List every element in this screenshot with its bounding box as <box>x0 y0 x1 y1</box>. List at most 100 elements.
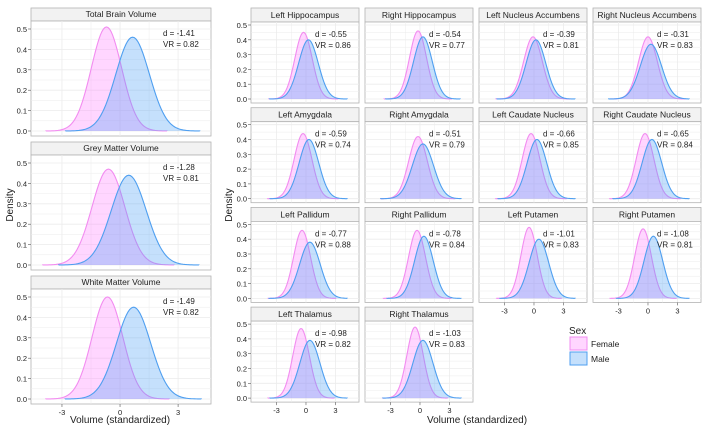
y-tick-label: 0.1 <box>17 107 27 116</box>
y-tick-label: 0.3 <box>17 66 27 75</box>
y-tick-label: 0.4 <box>17 313 27 322</box>
cohens-d-label: d = -0.39 <box>543 30 575 39</box>
male-density-area <box>497 139 576 200</box>
facet-title: Right Putamen <box>619 209 675 219</box>
y-tick-label: 0.3 <box>237 250 247 259</box>
plot-panel <box>478 121 588 204</box>
facet-title: Left Hippocampus <box>271 10 340 20</box>
x-axis-title: Volume (standardized) <box>70 415 170 426</box>
facet-title: Right Caudate Nucleus <box>603 110 690 120</box>
x-tick-label: 3 <box>447 406 451 415</box>
legend-label: Female <box>591 339 620 349</box>
legend-label: Male <box>591 354 610 364</box>
y-tick-label: 0.1 <box>237 80 247 89</box>
male-density-area <box>64 36 201 132</box>
cohens-d-label: d = -1.01 <box>543 229 575 238</box>
female-density-area <box>495 36 571 100</box>
variance-ratio-label: VR = 0.83 <box>657 41 693 50</box>
plot-panel <box>30 20 212 137</box>
y-tick-label: 0.5 <box>237 21 247 30</box>
cohens-d-label: d = -1.49 <box>163 297 195 306</box>
plot-panel <box>592 21 702 104</box>
facet-title: Left Nucleus Accumbens <box>486 10 580 20</box>
y-tick-label: 0.1 <box>237 180 247 189</box>
variance-ratio-label: VR = 0.88 <box>315 240 351 249</box>
variance-ratio-label: VR = 0.79 <box>429 141 465 150</box>
plot-panel <box>30 154 212 271</box>
legend-key-male <box>569 351 588 366</box>
cohens-d-label: d = -1.28 <box>163 163 195 172</box>
female-density-area <box>45 26 168 132</box>
male-density-area <box>384 36 461 100</box>
facet-title: Left Pallidum <box>280 209 329 219</box>
variance-ratio-label: VR = 0.82 <box>163 308 199 317</box>
plot-panel <box>478 21 588 104</box>
variance-ratio-label: VR = 0.86 <box>315 41 351 50</box>
cohens-d-label: d = -1.08 <box>657 229 689 238</box>
y-axis-title: Density <box>224 188 235 221</box>
plot-panel <box>30 288 212 405</box>
cohens-d-label: d = -0.31 <box>657 30 689 39</box>
y-tick-label: 0.2 <box>237 265 247 274</box>
facet-title: Right Amygdala <box>389 110 449 120</box>
female-density-area <box>383 30 453 100</box>
legend-title: Sex <box>569 326 586 337</box>
y-tick-label: 0.2 <box>17 220 27 229</box>
y-tick-label: 0.3 <box>237 150 247 159</box>
x-tick-label: -3 <box>501 306 508 315</box>
cohens-d-label: d = -0.66 <box>543 130 575 139</box>
cohens-d-label: d = -1.03 <box>429 329 461 338</box>
male-density-area <box>615 235 690 299</box>
y-tick-label: 0.5 <box>237 320 247 329</box>
y-tick-label: 0.3 <box>237 51 247 60</box>
variance-ratio-label: VR = 0.77 <box>429 41 465 50</box>
x-axis-title: Volume (standardized) <box>427 415 527 426</box>
y-tick-label: 0.0 <box>237 394 247 403</box>
x-tick-label: 0 <box>418 406 422 415</box>
male-density-area <box>64 306 202 400</box>
x-tick-label: -3 <box>59 408 66 417</box>
cohens-d-label: d = -0.59 <box>315 130 347 139</box>
plot-panel <box>364 121 474 204</box>
variance-ratio-label: VR = 0.84 <box>657 141 693 150</box>
cohens-d-label: d = -0.98 <box>315 329 347 338</box>
variance-ratio-label: VR = 0.82 <box>315 340 351 349</box>
male-density-area <box>269 339 348 399</box>
variance-ratio-label: VR = 0.84 <box>429 240 465 249</box>
y-tick-label: 0.1 <box>237 280 247 289</box>
legend-key-female <box>569 336 588 351</box>
facet-title: Total Brain Volume <box>86 9 157 19</box>
female-density-area <box>42 168 175 266</box>
female-density-area <box>266 132 340 200</box>
y-tick-label: 0.2 <box>237 365 247 374</box>
male-density-area <box>496 39 576 100</box>
y-tick-label: 0.5 <box>237 220 247 229</box>
female-density-area <box>381 326 449 399</box>
y-tick-label: 0.0 <box>237 95 247 104</box>
variance-ratio-label: VR = 0.83 <box>429 340 465 349</box>
cohens-d-label: d = -1.41 <box>163 29 195 38</box>
y-tick-label: 0.0 <box>237 294 247 303</box>
y-tick-label: 0.2 <box>17 86 27 95</box>
x-tick-label: 3 <box>176 408 180 417</box>
y-tick-label: 0.4 <box>237 36 247 45</box>
x-tick-label: 0 <box>304 406 308 415</box>
x-tick-label: -3 <box>273 406 280 415</box>
plot-panel <box>364 21 474 104</box>
female-density-area <box>268 31 339 100</box>
y-tick-label: 0.1 <box>237 379 247 388</box>
plot-panel <box>250 21 360 104</box>
y-tick-label: 0.3 <box>237 350 247 359</box>
variance-ratio-label: VR = 0.81 <box>543 41 579 50</box>
cohens-d-label: d = -0.51 <box>429 130 461 139</box>
plot-panel <box>364 220 474 303</box>
male-density-area <box>382 339 462 399</box>
cohens-d-label: d = -0.55 <box>315 30 347 39</box>
x-tick-label: 3 <box>561 306 565 315</box>
y-tick-label: 0.1 <box>17 241 27 250</box>
y-tick-label: 0.2 <box>237 65 247 74</box>
variance-ratio-label: VR = 0.85 <box>543 141 579 150</box>
variance-ratio-label: VR = 0.82 <box>163 40 199 49</box>
facet-title: White Matter Volume <box>82 277 161 287</box>
female-density-area <box>45 296 170 400</box>
